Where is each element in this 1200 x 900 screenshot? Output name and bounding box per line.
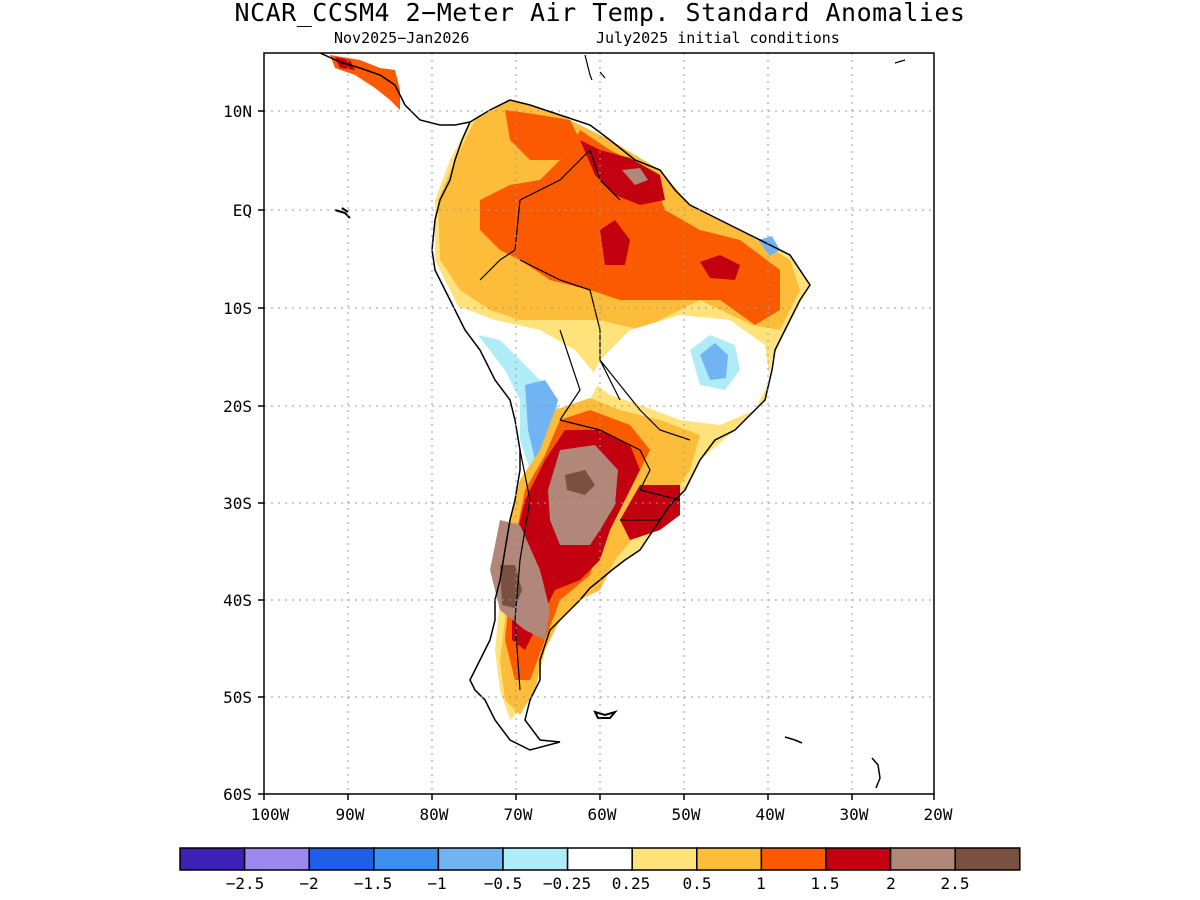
coastline-layer [319, 53, 906, 789]
colorbar-label: 1.5 [811, 874, 840, 893]
anomaly-1.5-guiana [580, 140, 665, 205]
lat-labels: 10N EQ 10S 20S 30S 40S 50S 60S [223, 102, 252, 804]
lat-label-20s: 20S [223, 397, 252, 416]
lon-label-50w: 50W [672, 805, 701, 824]
colorbar-label: 2.5 [941, 874, 970, 893]
colorbar-swatch [825, 847, 892, 871]
lon-label-40w: 40W [756, 805, 785, 824]
colorbar-label: 0.25 [612, 874, 651, 893]
colorbar-label: 1 [756, 874, 766, 893]
forecast-period: Nov2025−Jan2026 [334, 29, 470, 47]
colorbar-swatch [308, 847, 375, 871]
lon-label-30w: 30W [840, 805, 869, 824]
colorbar-swatch [631, 847, 698, 871]
south-sandwich-islands [871, 757, 881, 789]
lat-label-30s: 30S [223, 494, 252, 513]
central-america-coastline [319, 53, 471, 126]
lon-ticks [263, 794, 935, 800]
colorbar-swatch [243, 847, 310, 871]
anomaly-1.5-east [700, 255, 740, 280]
anomaly-1-north [505, 110, 580, 160]
colorbar-label: −2.5 [226, 874, 265, 893]
colorbar-swatch [889, 847, 956, 871]
lat-label-40s: 40S [223, 591, 252, 610]
anomaly-1 [480, 130, 780, 325]
anomaly-neg-0.5-center [700, 343, 728, 380]
colorbar [179, 847, 1021, 871]
lon-labels: 100W 90W 80W 70W 60W 50W 40W 30W 20W [251, 805, 953, 824]
map-title: NCAR_CCSM4 2−Meter Air Temp. Standard An… [234, 0, 966, 27]
colorbar-swatch [179, 847, 246, 871]
plot-frame [263, 52, 935, 795]
anomaly-fill-layer [330, 55, 810, 720]
galapagos-islands [334, 207, 351, 219]
anomaly-2-south [548, 445, 618, 545]
falkland-islands [593, 710, 618, 719]
colorbar-swatch [373, 847, 440, 871]
lon-label-90w: 90W [336, 805, 365, 824]
colorbar-label: −0.25 [543, 874, 591, 893]
anomaly-2.5-north-arg [565, 470, 595, 495]
anomaly-neg-0.5-andes [525, 380, 558, 460]
colorbar-swatch [696, 847, 763, 871]
lon-label-70w: 70W [504, 805, 533, 824]
colorbar-swatch [502, 847, 569, 871]
south-america-coastline [431, 99, 811, 751]
colorbar-swatch [566, 847, 633, 871]
lon-label-80w: 80W [420, 805, 449, 824]
lat-label-10n: 10N [223, 102, 252, 121]
colorbar-label: −2 [299, 874, 318, 893]
colorbar-label: −0.5 [484, 874, 523, 893]
anomaly-1.5-amazon [600, 220, 630, 265]
colorbar-swatch [760, 847, 827, 871]
anomaly-2-guiana [622, 168, 648, 185]
caribbean-islands [584, 54, 906, 81]
colorbar-label: 2 [886, 874, 896, 893]
colorbar-swatch [437, 847, 504, 871]
lon-label-60w: 60W [588, 805, 617, 824]
gridlines [264, 53, 934, 794]
lat-label-eq: EQ [233, 201, 252, 220]
lat-ticks [258, 110, 264, 795]
lon-label-100w: 100W [251, 805, 290, 824]
colorbar-label: −1.5 [354, 874, 393, 893]
colorbar-swatch [954, 847, 1021, 871]
initial-conditions: July2025 initial conditions [596, 29, 840, 47]
lat-label-50s: 50S [223, 688, 252, 707]
lon-label-20w: 20W [924, 805, 953, 824]
south-georgia [784, 736, 803, 744]
colorbar-label: −1 [427, 874, 446, 893]
colorbar-label: 0.5 [683, 874, 712, 893]
anomaly-1.5-uruguay [620, 485, 680, 540]
colorbar-labels: −2.5 −2 −1.5 −1 −0.5 −0.25 0.25 0.5 1 1.… [226, 874, 970, 893]
lat-label-60s: 60S [223, 785, 252, 804]
lat-label-10s: 10S [223, 299, 252, 318]
